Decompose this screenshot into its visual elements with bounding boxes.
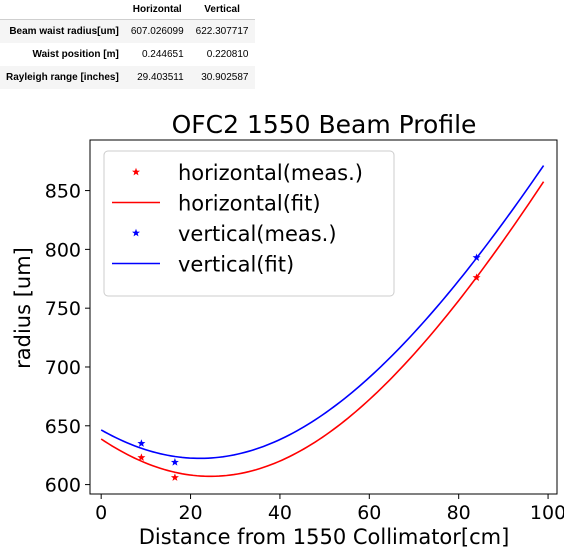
x-tick-label: 80 <box>447 502 471 524</box>
table-row: Beam waist radius[um] 607.026099 622.307… <box>0 19 255 43</box>
y-axis-label: radius [um] <box>11 247 35 369</box>
cell-horizontal: 607.026099 <box>130 26 184 37</box>
data-point-horizontal(meas.) <box>170 473 179 481</box>
x-axis-label: Distance from 1550 Collimator[cm] <box>139 525 510 549</box>
series-line-horizontal(fit) <box>100 181 545 478</box>
data-point-vertical(meas.) <box>170 458 179 466</box>
x-tick-label: 60 <box>357 502 381 524</box>
x-tick-label: 100 <box>530 502 564 524</box>
y-tick-label: 650 <box>45 416 81 438</box>
table-row: Rayleigh range [inches] 29.403511 30.902… <box>0 66 255 89</box>
y-tick-label: 700 <box>45 357 81 379</box>
table-header-vertical: Vertical <box>204 4 240 15</box>
axes: 0 20 40 60 80 100 600 650 700 750 800 850 <box>45 139 564 524</box>
legend-star-swatch <box>132 167 140 176</box>
data-point-horizontal(meas.) <box>137 453 146 461</box>
table-header-row: Horizontal Vertical <box>0 0 255 20</box>
table-row: Waist position [m] 0.244651 0.220810 <box>0 43 255 66</box>
y-tick-label: 600 <box>45 475 81 497</box>
x-tick-label: 0 <box>95 502 107 524</box>
row-label: Beam waist radius[um] <box>9 26 119 37</box>
legend-label: horizontal(fit) <box>178 192 321 216</box>
cell-vertical: 30.902587 <box>201 72 249 83</box>
legend-label: vertical(meas.) <box>178 222 337 246</box>
row-label: Waist position [m] <box>32 49 119 60</box>
legend-label: vertical(fit) <box>178 253 294 277</box>
series-line-vertical(fit) <box>100 165 545 460</box>
cell-horizontal: 29.403511 <box>137 72 184 83</box>
legend-label: horizontal(meas.) <box>178 161 363 185</box>
plot-area <box>100 165 545 481</box>
y-tick-label: 850 <box>45 181 81 203</box>
legend: horizontal(meas.) horizontal(fit) vertical… <box>103 150 395 297</box>
cell-horizontal: 0.244651 <box>141 49 184 60</box>
table-header-horizontal: Horizontal <box>132 4 182 15</box>
plot-frame <box>89 139 558 495</box>
data-point-vertical(meas.) <box>137 439 146 447</box>
chart-title: OFC2 1550 Beam Profile <box>172 110 477 139</box>
row-label: Rayleigh range [inches] <box>6 72 119 83</box>
y-tick-label: 750 <box>45 298 81 320</box>
cell-vertical: 622.307717 <box>195 26 249 37</box>
y-tick-label: 800 <box>45 239 81 261</box>
legend-box <box>103 150 395 297</box>
legend-star-swatch <box>132 228 140 237</box>
x-tick-label: 40 <box>268 502 292 524</box>
cell-vertical: 0.220810 <box>206 49 249 60</box>
beam-parameters-table: Horizontal Vertical Beam waist radius[um… <box>0 0 255 89</box>
x-tick-label: 20 <box>178 502 202 524</box>
